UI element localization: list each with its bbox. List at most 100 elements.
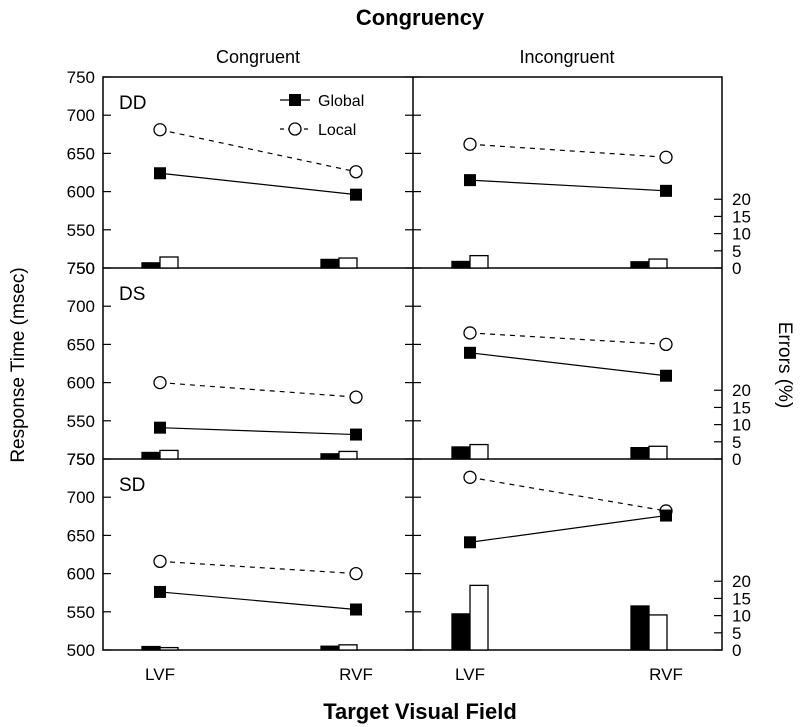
global-point [154,167,166,180]
error-tick-label: 20 [732,572,751,591]
global-point [464,536,476,549]
rt-tick-label: 600 [67,374,95,393]
global-point [660,184,672,197]
error-tick-label: 0 [732,259,741,278]
global-point [350,603,362,616]
error-tick-label: 20 [732,190,751,209]
local-error-bar [469,584,489,651]
global-point [660,369,672,382]
global-error-bar [320,453,340,460]
local-point [659,150,673,164]
rt-tick-label: 700 [67,106,95,125]
global-error-bar [630,447,650,460]
global-series-line [469,514,667,543]
global-point [464,174,476,187]
error-tick-label: 0 [732,450,741,469]
legend-local-label: Local [318,122,356,139]
global-error-bar [451,613,471,651]
local-point [153,123,167,137]
global-error-bar [630,605,650,651]
legend-local-marker [288,122,302,136]
local-error-bar [469,254,489,269]
local-error-bar [338,450,358,460]
global-error-bar [630,261,650,269]
global-error-bar [451,260,471,269]
local-point [349,165,363,179]
global-error-bar [141,451,161,460]
rt-tick-label: 550 [67,603,95,622]
column-label-congruent: Congruent [216,47,300,67]
local-error-bar [159,646,179,651]
global-series-line [159,427,357,436]
global-point [464,346,476,359]
error-tick-label: 5 [732,624,741,643]
local-point [349,566,363,581]
local-series-line [159,560,357,575]
error-tick-label: 10 [732,225,751,244]
global-series-line [469,179,667,192]
local-point [659,337,673,352]
local-error-bar [159,256,179,269]
error-tick-label: 10 [732,416,751,435]
local-error-bar [648,258,668,269]
local-error-bar [469,443,489,460]
error-tick-label: 5 [732,433,741,452]
local-series-line [469,332,667,345]
rt-tick-label: 750 [67,259,95,278]
rt-tick-label: 700 [67,297,95,316]
local-error-bar [338,257,358,269]
local-error-bar [159,449,179,460]
x-tick-label-rvf: RVF [649,665,683,684]
column-label-incongruent: Incongruent [519,47,614,67]
global-error-bar [320,645,340,651]
x-tick-label-lvf: LVF [455,665,485,684]
x-tick-label-lvf: LVF [145,665,175,684]
local-error-bar [648,614,668,651]
local-point [463,470,477,484]
x-axis-title: Target Visual Field [323,699,517,724]
error-tick-label: 20 [732,381,751,400]
rt-tick-label: 650 [67,144,95,163]
global-error-bar [320,258,340,269]
local-point [463,137,477,151]
global-series-line [469,352,667,377]
rt-tick-label: 650 [67,335,95,354]
y2-axis-title: Errors (%) [774,322,795,409]
panel-label-sd: SD [119,475,145,496]
rt-tick-label: 550 [67,412,95,431]
panel-label-ds: DS [119,284,145,305]
local-series-line [469,476,667,512]
error-tick-label: 5 [732,242,741,261]
rt-tick-label: 750 [67,450,95,469]
local-point [463,326,477,340]
error-tick-label: 15 [732,589,751,608]
rt-tick-label: 700 [67,488,95,507]
error-tick-label: 10 [732,607,751,626]
legend-global-label: Global [318,93,364,110]
local-point [153,554,167,569]
rt-tick-label: 600 [67,183,95,202]
local-series-line [159,382,357,398]
local-error-bar [648,445,668,460]
error-tick-label: 15 [732,207,751,226]
rt-tick-label: 600 [67,565,95,584]
global-point [154,585,166,598]
local-series-line [469,143,667,158]
rt-tick-label: 650 [67,526,95,545]
chart-title: Congruency [356,5,485,30]
global-error-bar [141,262,161,269]
panel-label-dd: DD [119,93,146,114]
rt-tick-label: 550 [67,221,95,240]
y-axis-title: Response Time (msec) [8,267,29,462]
rt-tick-label: 750 [67,450,95,469]
local-point [153,375,167,390]
global-point [154,421,166,434]
rt-tick-label: 500 [67,641,95,660]
global-point [350,188,362,201]
global-error-bar [451,446,471,460]
error-tick-label: 0 [732,641,741,660]
x-tick-label-rvf: RVF [339,665,373,684]
local-error-bar [338,644,358,651]
